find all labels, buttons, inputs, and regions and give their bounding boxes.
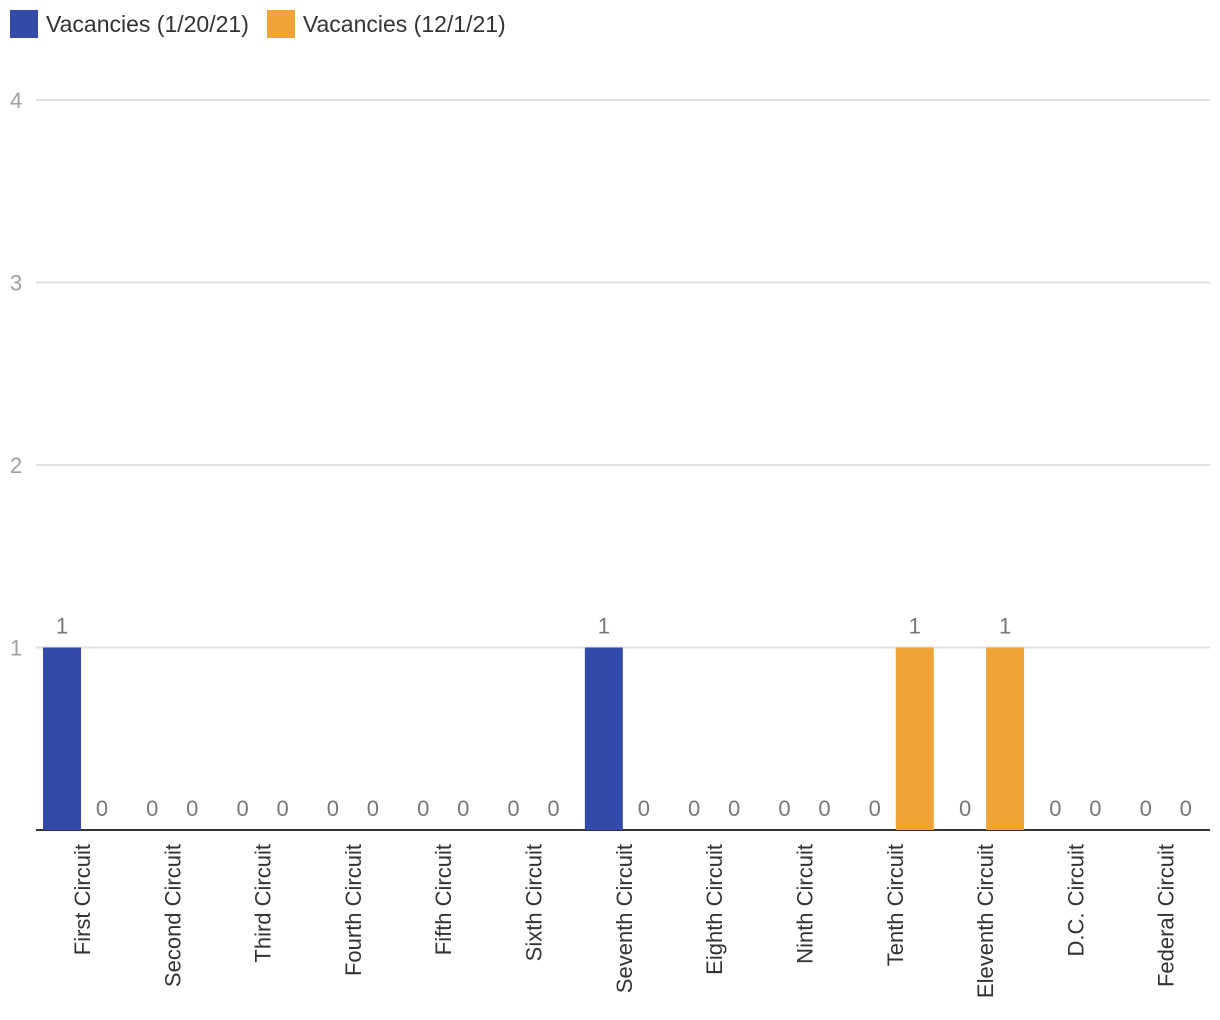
data-label-1-8: 0 bbox=[778, 796, 790, 821]
data-label-2-11: 0 bbox=[1089, 796, 1101, 821]
data-label-2-8: 0 bbox=[818, 796, 830, 821]
data-label-2-0: 0 bbox=[96, 796, 108, 821]
data-label-2-1: 0 bbox=[186, 796, 198, 821]
legend-item-series-2: Vacancies (12/1/21) bbox=[266, 10, 506, 38]
data-label-1-4: 0 bbox=[417, 796, 429, 821]
data-label-1-0: 1 bbox=[56, 614, 68, 639]
y-tick-label-4: 4 bbox=[10, 88, 22, 113]
x-category-label-0: First Circuit bbox=[70, 844, 95, 955]
x-category-label-11: D.C. Circuit bbox=[1063, 844, 1088, 956]
data-label-1-12: 0 bbox=[1140, 796, 1152, 821]
data-label-1-11: 0 bbox=[1049, 796, 1061, 821]
data-label-2-10: 1 bbox=[999, 614, 1011, 639]
x-category-label-7: Eighth Circuit bbox=[702, 844, 727, 975]
x-category-label-1: Second Circuit bbox=[160, 844, 185, 987]
data-label-2-4: 0 bbox=[457, 796, 469, 821]
x-category-label-2: Third Circuit bbox=[251, 844, 276, 963]
x-category-label-12: Federal Circuit bbox=[1154, 844, 1179, 987]
bar-2-10 bbox=[986, 647, 1025, 830]
legend-label-series-1: Vacancies (1/20/21) bbox=[46, 10, 249, 37]
data-label-1-6: 1 bbox=[598, 614, 610, 639]
x-category-label-6: Seventh Circuit bbox=[612, 844, 637, 993]
bar-1-0 bbox=[43, 647, 81, 830]
data-label-1-1: 0 bbox=[146, 796, 158, 821]
data-label-1-5: 0 bbox=[507, 796, 519, 821]
legend-swatch-series-1 bbox=[10, 10, 38, 38]
x-category-label-8: Ninth Circuit bbox=[792, 844, 817, 964]
x-category-label-10: Eleventh Circuit bbox=[973, 844, 998, 998]
x-category-label-5: Sixth Circuit bbox=[522, 844, 547, 961]
x-category-label-9: Tenth Circuit bbox=[883, 844, 908, 966]
chart-legend: Vacancies (1/20/21) Vacancies (12/1/21) bbox=[10, 10, 524, 38]
legend-item-series-1: Vacancies (1/20/21) bbox=[10, 10, 249, 38]
data-label-1-9: 0 bbox=[869, 796, 881, 821]
legend-label-series-2: Vacancies (12/1/21) bbox=[302, 10, 506, 37]
data-label-1-3: 0 bbox=[327, 796, 339, 821]
data-label-2-12: 0 bbox=[1180, 796, 1192, 821]
data-label-2-7: 0 bbox=[728, 796, 740, 821]
y-tick-label-2: 2 bbox=[10, 453, 22, 478]
data-label-2-3: 0 bbox=[367, 796, 379, 821]
bar-2-9 bbox=[895, 647, 934, 830]
data-label-2-9: 1 bbox=[909, 614, 921, 639]
data-label-1-10: 0 bbox=[959, 796, 971, 821]
y-tick-label-1: 1 bbox=[10, 636, 22, 661]
data-label-2-5: 0 bbox=[547, 796, 559, 821]
data-label-2-2: 0 bbox=[276, 796, 288, 821]
y-tick-label-3: 3 bbox=[10, 271, 22, 296]
data-label-1-2: 0 bbox=[236, 796, 248, 821]
bar-1-6 bbox=[584, 647, 623, 830]
legend-swatch-series-2 bbox=[266, 10, 295, 38]
data-label-1-7: 0 bbox=[688, 796, 700, 821]
data-label-2-6: 0 bbox=[638, 796, 650, 821]
x-category-label-3: Fourth Circuit bbox=[341, 844, 366, 976]
x-category-label-4: Fifth Circuit bbox=[431, 844, 456, 955]
